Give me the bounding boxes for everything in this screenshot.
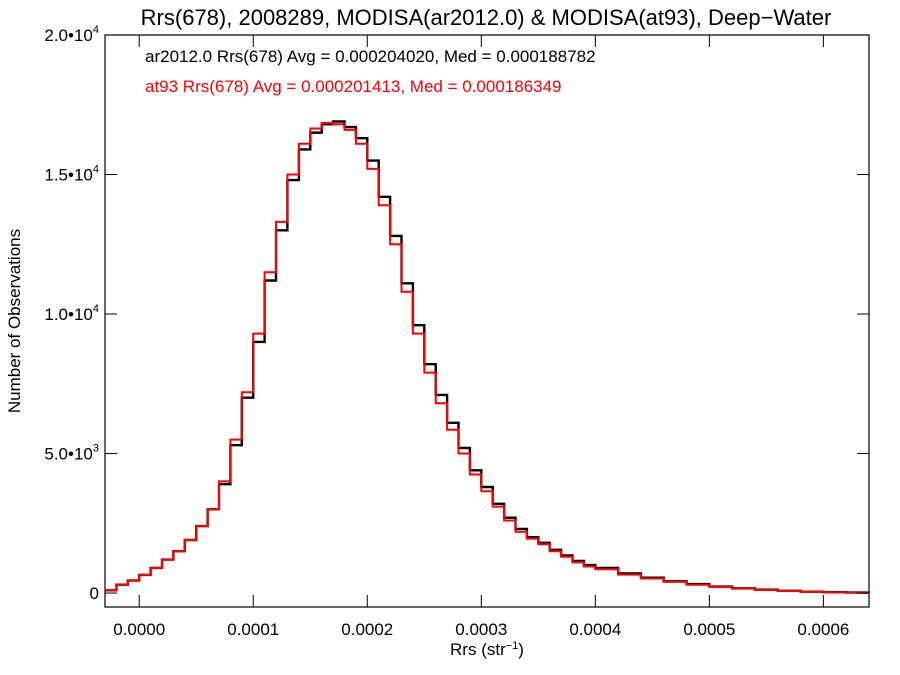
x-tick-label-4: 0.0004 — [569, 620, 621, 639]
y-tick-label-2: 1.0•104 — [44, 303, 99, 324]
y-axis: 0 5.0•103 1.0•104 1.5•104 2.0•104 — [44, 24, 869, 603]
x-tick-label-2: 0.0002 — [341, 620, 393, 639]
annotation-ar2012: ar2012.0 Rrs(678) Avg = 0.000204020, Med… — [145, 47, 596, 66]
x-axis: 0.0000 0.0001 0.0002 0.0003 0.0004 0.0005 0.00… — [113, 35, 849, 639]
y-tick-label-4: 2.0•104 — [44, 24, 99, 45]
series-line-1 — [105, 121, 870, 594]
x-tick-label-1: 0.0001 — [227, 620, 279, 639]
x-axis-label-tail: ) — [518, 640, 524, 659]
annotation-at93: at93 Rrs(678) Avg = 0.000201413, Med = 0… — [145, 77, 562, 96]
series-layer — [105, 120, 871, 594]
series-line-0 — [105, 120, 871, 594]
y-tick-label-0: 0 — [90, 584, 99, 603]
x-axis-label-sup: −1 — [506, 640, 519, 652]
x-axis-label: Rrs (str−1) — [450, 640, 524, 659]
x-tick-label-0: 0.0000 — [113, 620, 165, 639]
y-tick-label-1: 5.0•103 — [44, 443, 99, 464]
x-tick-label-6: 0.0006 — [797, 620, 849, 639]
chart-title: Rrs(678), 2008289, MODISA(ar2012.0) & MO… — [141, 5, 832, 30]
plot-frame — [104, 34, 870, 608]
x-tick-label-5: 0.0005 — [683, 620, 735, 639]
x-axis-label-main: Rrs (str — [450, 640, 506, 659]
y-tick-label-3: 1.5•104 — [44, 164, 99, 185]
y-axis-label: Number of Observations — [5, 229, 24, 413]
x-tick-label-3: 0.0003 — [455, 620, 507, 639]
